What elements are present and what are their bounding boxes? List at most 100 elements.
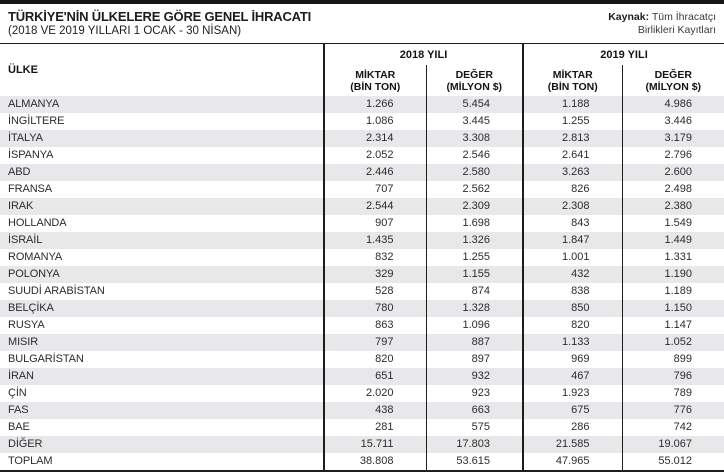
table-row: ABD 2.446 2.580 3.263 2.600 xyxy=(0,164,724,181)
table-row: BAE 281 575 286 742 xyxy=(0,419,724,436)
miktar-2019-cell: 2.813 xyxy=(522,130,622,147)
source-line-2: Birlikleri Kayıtları xyxy=(637,24,716,36)
miktar-2019-cell: 1.001 xyxy=(522,249,622,266)
deger-2019-cell: 776 xyxy=(621,402,724,419)
miktar-2018-cell: 281 xyxy=(323,419,426,436)
deger-2019-cell: 1.189 xyxy=(621,283,724,300)
column-header-deger-2018: DEĞER (MİLYON $) xyxy=(425,65,523,96)
miktar-2019-cell: 826 xyxy=(522,181,622,198)
deger-2019-cell: 899 xyxy=(621,351,724,368)
table-row: İNGİLTERE 1.086 3.445 1.255 3.446 xyxy=(0,113,724,130)
country-cell: RUSYA xyxy=(8,319,45,331)
miktar-2019-cell: 1.188 xyxy=(522,96,622,113)
table-row: TOPLAM 38.808 53.615 47.965 55.012 xyxy=(0,453,724,471)
deger-2018-cell: 5.454 xyxy=(425,96,523,113)
table-row: IRAK 2.544 2.309 2.308 2.380 xyxy=(0,198,724,215)
miktar-label: MİKTAR xyxy=(355,68,396,81)
miktar-2018-cell: 2.544 xyxy=(323,198,426,215)
table-row: İSRAİL 1.435 1.326 1.847 1.449 xyxy=(0,232,724,249)
table-row: HOLLANDA 907 1.698 843 1.549 xyxy=(0,215,724,232)
deger-2018-cell: 874 xyxy=(425,283,523,300)
deger-2018-cell: 1.328 xyxy=(425,300,523,317)
miktar-2018-cell: 438 xyxy=(323,402,426,419)
miktar-2019-cell: 2.308 xyxy=(522,198,622,215)
source-label: Kaynak: xyxy=(608,11,650,23)
miktar-2019-cell: 675 xyxy=(522,402,622,419)
deger-2018-cell: 1.255 xyxy=(425,249,523,266)
deger-2019-cell: 1.449 xyxy=(621,232,724,249)
miktar-2018-cell: 2.446 xyxy=(323,164,426,181)
column-header-miktar-2018: MİKTAR (BİN TON) xyxy=(323,65,426,96)
source-line-1: Kaynak: Tüm İhracatçı xyxy=(608,11,716,24)
miktar-2019-cell: 47.965 xyxy=(522,453,622,471)
country-cell: FAS xyxy=(0,402,324,419)
deger-2019-cell: 3.179 xyxy=(621,130,724,147)
table-body: ALMANYA 1.266 5.454 1.188 4.986 İNGİLTER… xyxy=(0,96,724,471)
miktar-2019-cell: 850 xyxy=(522,300,622,317)
country-cell: İNGİLTERE xyxy=(8,115,65,127)
table-row: İSPANYA 2.052 2.546 2.641 2.796 xyxy=(0,147,724,164)
miktar-2018-cell: 38.808 xyxy=(323,453,426,471)
deger-2018-cell: 923 xyxy=(425,385,523,402)
country-cell: TOPLAM xyxy=(8,455,53,467)
miktar-2019-cell: 969 xyxy=(522,351,622,368)
table-row: ALMANYA 1.266 5.454 1.188 4.986 xyxy=(0,96,724,113)
deger-2019-cell: 2.600 xyxy=(621,164,724,181)
table-row: POLONYA 329 1.155 432 1.190 xyxy=(0,266,724,283)
deger-2019-cell: 19.067 xyxy=(621,436,724,453)
miktar-2018-cell: 1.266 xyxy=(323,96,426,113)
country-cell: ALMANYA xyxy=(0,96,324,113)
deger-2019-cell: 1.331 xyxy=(621,249,724,266)
country-cell: İSRAİL xyxy=(0,232,324,249)
country-cell: BAE xyxy=(8,421,30,433)
table-row: SUUDİ ARABİSTAN 528 874 838 1.189 xyxy=(0,283,724,300)
deger-2019-cell: 2.380 xyxy=(621,198,724,215)
column-header-year-2018: 2018 YILI xyxy=(323,43,523,65)
deger-2018-cell: 2.309 xyxy=(425,198,523,215)
miktar-2019-cell: 820 xyxy=(522,317,622,334)
table-header: ÜLKE 2018 YILI 2019 YILI MİKTAR (BİN TON)… xyxy=(0,43,724,96)
deger-2018-cell: 1.096 xyxy=(425,317,523,334)
deger-label: DEĞER xyxy=(455,68,493,81)
miktar-2018-cell: 780 xyxy=(323,300,426,317)
country-cell: HOLLANDA xyxy=(8,217,67,229)
deger-2019-cell: 796 xyxy=(621,368,724,385)
miktar-2019-cell: 432 xyxy=(522,266,622,283)
miktar-2019-cell: 838 xyxy=(522,283,622,300)
year-header-row: ÜLKE 2018 YILI 2019 YILI xyxy=(0,43,724,76)
miktar-2019-cell: 2.641 xyxy=(522,147,622,164)
country-cell: BELÇİKA xyxy=(0,300,324,317)
measure-header-row: MİKTAR (BİN TON) DEĞER (MİLYON $) MİKTAR (B… xyxy=(0,65,724,96)
country-cell: FRANSA xyxy=(8,183,53,195)
table-row: DİĞER 15.711 17.803 21.585 19.067 xyxy=(0,436,724,453)
miktar-2018-cell: 528 xyxy=(323,283,426,300)
table-row: İTALYA 2.314 3.308 2.813 3.179 xyxy=(0,130,724,147)
country-cell: BULGARİSTAN xyxy=(8,353,84,365)
deger-2019-cell: 1.052 xyxy=(621,334,724,351)
country-cell: ABD xyxy=(0,164,324,181)
table-row: İRAN 651 932 467 796 xyxy=(0,368,724,385)
column-header-miktar-2019: MİKTAR (BİN TON) xyxy=(522,65,622,96)
table-row: BULGARİSTAN 820 897 969 899 xyxy=(0,351,724,368)
deger-unit: (MİLYON $) xyxy=(645,80,702,93)
deger-2019-cell: 1.190 xyxy=(621,266,724,283)
miktar-2018-cell: 832 xyxy=(323,249,426,266)
column-header-deger-2019: DEĞER (MİLYON $) xyxy=(621,65,724,96)
miktar-2019-cell: 1.255 xyxy=(522,113,622,130)
deger-2019-cell: 3.446 xyxy=(621,113,724,130)
page-subtitle: (2018 VE 2019 YILLARI 1 OCAK - 30 NİSAN) xyxy=(8,25,242,37)
title-block: TÜRKİYE'NİN ÜLKELERE GÖRE GENEL İHRACATI… xyxy=(8,9,311,39)
deger-2019-cell: 742 xyxy=(621,419,724,436)
deger-unit: (MİLYON $) xyxy=(446,80,503,93)
miktar-unit: (BİN TON) xyxy=(547,80,598,93)
deger-label: DEĞER xyxy=(654,68,692,81)
table-row: RUSYA 863 1.096 820 1.147 xyxy=(0,317,724,334)
miktar-2018-cell: 2.052 xyxy=(323,147,426,164)
country-cell: IRAK xyxy=(0,198,324,215)
miktar-2018-cell: 1.435 xyxy=(323,232,426,249)
table-row: FAS 438 663 675 776 xyxy=(0,402,724,419)
column-header-country: ÜLKE xyxy=(8,64,38,76)
country-cell: ROMANYA xyxy=(8,251,63,263)
deger-2019-cell: 789 xyxy=(621,385,724,402)
country-cell: İSPANYA xyxy=(8,149,54,161)
